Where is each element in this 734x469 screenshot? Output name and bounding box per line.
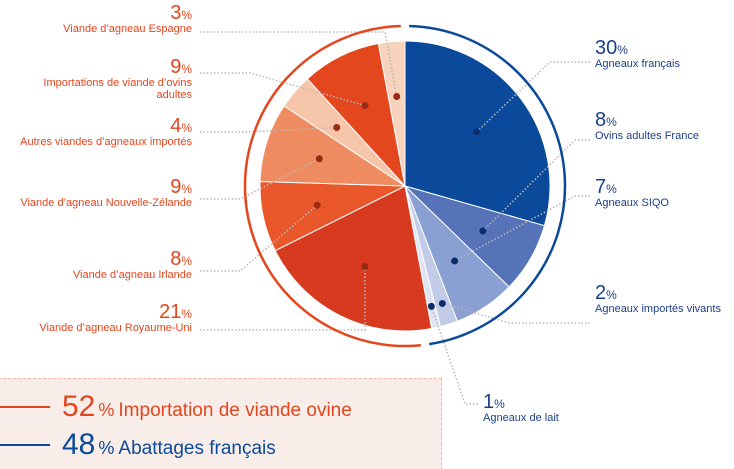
- slice-unit: %: [181, 8, 192, 22]
- group-arc: [243, 24, 422, 348]
- leader-line: [476, 61, 590, 133]
- slice-percent: 1%: [483, 392, 603, 412]
- group-name: Abattages français: [118, 438, 276, 459]
- slice-value: 3: [170, 2, 182, 24]
- pie-slice: [259, 105, 407, 187]
- slice-percent: 4%: [20, 116, 192, 136]
- slice-percent: 9%: [20, 177, 192, 197]
- slice-unit: %: [181, 307, 192, 321]
- slice-label: 30% Agneaux français: [595, 38, 734, 70]
- slice-percent: 9%: [20, 57, 192, 77]
- group-arc: [409, 24, 567, 346]
- slice-label: 9% Importations de viande d’ovins adultes: [20, 57, 192, 101]
- leader-line: [442, 302, 590, 324]
- leader-dot: [361, 262, 369, 270]
- slice-label: 4% Autres viandes d’agneaux importés: [20, 116, 192, 148]
- slice-label: 8% Viande d’agneau Irlande: [20, 249, 192, 281]
- legend-swatch: [0, 444, 50, 446]
- slice-unit: %: [181, 254, 192, 268]
- leader-line: [200, 266, 366, 331]
- slice-name: Viande d’agneau Nouvelle-Zélande: [20, 197, 192, 209]
- slice-value: 1: [483, 391, 495, 413]
- pie-slice: [377, 40, 406, 187]
- slice-percent: 3%: [0, 3, 192, 23]
- leader-line: [430, 306, 478, 405]
- leader-dot: [333, 124, 341, 132]
- leader-dot: [315, 155, 323, 163]
- slice-label: 9% Viande d’agneau Nouvelle-Zélande: [20, 177, 192, 209]
- slice-value: 8: [595, 109, 607, 131]
- group-legend: 48% Abattages français: [0, 428, 276, 462]
- slice-label: 1% Agneaux de lait: [483, 392, 603, 424]
- leader-dot: [361, 102, 369, 110]
- leader-line: [200, 204, 318, 272]
- slice-unit: %: [606, 182, 617, 196]
- slice-value: 2: [595, 282, 607, 304]
- leader-line: [200, 126, 337, 133]
- slice-label: 7% Agneaux SIQO: [595, 177, 734, 209]
- leader-line: [454, 195, 590, 262]
- slice-unit: %: [606, 115, 617, 129]
- slice-unit: %: [494, 397, 505, 411]
- slice-name: Agneaux SIQO: [595, 197, 669, 209]
- slice-percent: 8%: [20, 249, 192, 269]
- leader-line: [200, 158, 320, 200]
- slice-name: Agneaux français: [595, 58, 680, 70]
- group-unit: %: [98, 438, 115, 458]
- leader-line: [200, 72, 366, 107]
- slice-label: 8% Ovins adultes France: [595, 110, 734, 142]
- slice-percent: 21%: [20, 302, 192, 322]
- slice-value: 30: [595, 37, 618, 59]
- slice-value: 21: [159, 301, 182, 323]
- slice-unit: %: [181, 182, 192, 196]
- slice-name: Agneaux de lait: [483, 412, 559, 424]
- slice-value: 9: [170, 56, 182, 78]
- group-name: Importation de viande ovine: [118, 400, 352, 421]
- pie-slice: [274, 185, 433, 332]
- slice-unit: %: [181, 121, 192, 135]
- group-value: 48: [62, 428, 96, 461]
- leader-dot: [313, 201, 321, 209]
- slice-percent: 30%: [595, 38, 734, 58]
- leader-dot: [438, 299, 446, 307]
- slice-name: Ovins adultes France: [595, 130, 699, 142]
- slice-label: 21% Viande d’agneau Royaume-Uni: [20, 302, 192, 334]
- slice-value: 4: [170, 115, 182, 137]
- group-unit: %: [98, 400, 115, 420]
- pie-slice: [306, 42, 406, 188]
- slice-label: 3% Viande d’agneau Espagne: [0, 3, 192, 35]
- leader-line: [200, 31, 398, 97]
- slice-name: Agneaux importés vivants: [595, 303, 721, 315]
- slice-percent: 7%: [595, 177, 734, 197]
- leader-dot: [479, 227, 487, 235]
- slice-name: Viande d’agneau Royaume-Uni: [39, 322, 192, 334]
- slice-unit: %: [181, 62, 192, 76]
- legend-swatch: [0, 406, 50, 408]
- group-value: 52: [62, 390, 96, 423]
- slice-percent: 2%: [595, 283, 734, 303]
- slice-value: 8: [170, 248, 182, 270]
- slice-name: Importations de viande d’ovins adultes: [43, 77, 192, 101]
- leader-dot: [393, 92, 401, 100]
- slice-label: 2% Agneaux importés vivants: [595, 283, 734, 315]
- leader-dot: [473, 128, 481, 136]
- slice-percent: 8%: [595, 110, 734, 130]
- slice-value: 7: [595, 176, 607, 198]
- leader-line: [482, 139, 590, 232]
- group-legend: 52% Importation de viande ovine: [0, 390, 352, 424]
- slice-name: Viande d’agneau Espagne: [63, 23, 192, 35]
- group-legend-box: [0, 378, 442, 469]
- leader-dot: [451, 257, 459, 265]
- slice-name: Viande d’agneau Irlande: [72, 269, 192, 281]
- slice-unit: %: [606, 288, 617, 302]
- slice-name: Autres viandes d’agneaux importés: [20, 136, 192, 148]
- slice-value: 9: [170, 176, 182, 198]
- slice-unit: %: [617, 43, 628, 57]
- leader-dot: [427, 302, 435, 310]
